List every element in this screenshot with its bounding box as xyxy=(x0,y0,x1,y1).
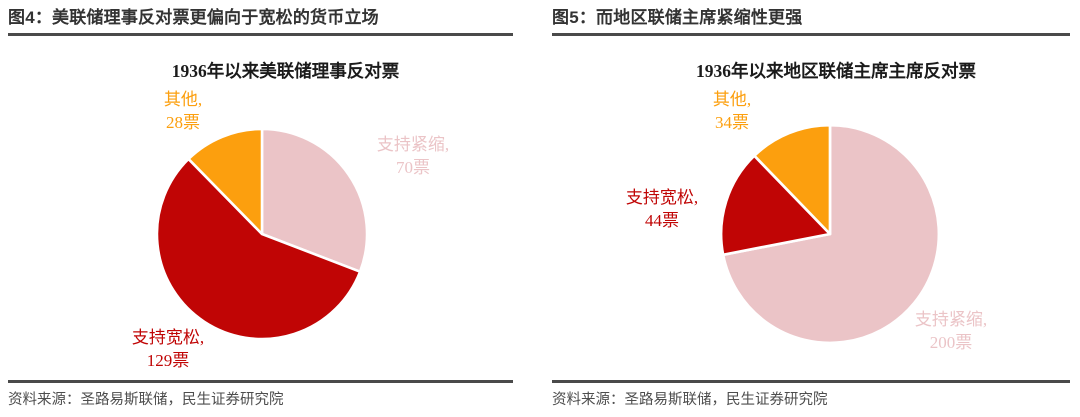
pie-label-other-name: 其他, xyxy=(163,90,203,109)
pie-slice-支持紧缩 xyxy=(260,127,369,273)
pie-label-easing-votes: 129票 xyxy=(146,351,190,370)
pie-slice-支持宽松 xyxy=(155,157,362,341)
pie-label-easing-votes: 44票 xyxy=(645,211,679,230)
figure-5-source: 资料来源：圣路易斯联储，民生证券研究院 xyxy=(552,380,1070,408)
pie-label-easing-name: 支持宽松, xyxy=(131,328,205,347)
pie-label-other-name: 其他, xyxy=(712,90,752,109)
pie-label-easing: 支持宽松, 129票 xyxy=(113,326,223,372)
pie-label-easing: 支持宽松, 44票 xyxy=(607,186,717,232)
pie-label-other: 其他, 34票 xyxy=(680,88,784,134)
pie-slice-其他 xyxy=(752,123,832,236)
pie-label-other: 其他, 28票 xyxy=(131,88,235,134)
figure-5-header: 图5：而地区联储主席紧缩性更强 xyxy=(552,7,1070,36)
pie-slice-其他 xyxy=(187,127,264,236)
pie-label-other-votes: 28票 xyxy=(166,113,200,132)
pie-chart-governors-dissents xyxy=(155,127,369,341)
figure-5-chart-title: 1936年以来地区联储主席主席反对票 xyxy=(696,61,976,81)
figure-4-header: 图4：美联储理事反对票更偏向于宽松的货币立场 xyxy=(8,7,513,36)
pie-chart-regional-presidents-dissents xyxy=(719,123,941,345)
pie-label-tighten: 支持紧缩, 70票 xyxy=(358,133,468,179)
pie-label-tighten-votes: 70票 xyxy=(396,158,430,177)
pie-label-tighten: 支持紧缩, 200票 xyxy=(896,308,1006,354)
figure-4: 图4：美联储理事反对票更偏向于宽松的货币立场 1936年以来美联储理事反对票 支… xyxy=(8,0,513,417)
pie-label-other-votes: 34票 xyxy=(715,113,749,132)
pie-label-tighten-name: 支持紧缩, xyxy=(376,135,450,154)
pie-slice-支持宽松 xyxy=(719,154,832,257)
figure-4-source: 资料来源：圣路易斯联储，民生证券研究院 xyxy=(8,380,513,408)
figure-4-chart-title: 1936年以来美联储理事反对票 xyxy=(171,61,400,81)
pie-label-tighten-votes: 200票 xyxy=(929,333,973,352)
figure-5: 图5：而地区联储主席紧缩性更强 1936年以来地区联储主席主席反对票 支持紧缩,… xyxy=(552,0,1070,417)
pie-label-tighten-name: 支持紧缩, xyxy=(914,310,988,329)
pie-label-easing-name: 支持宽松, xyxy=(625,188,699,207)
